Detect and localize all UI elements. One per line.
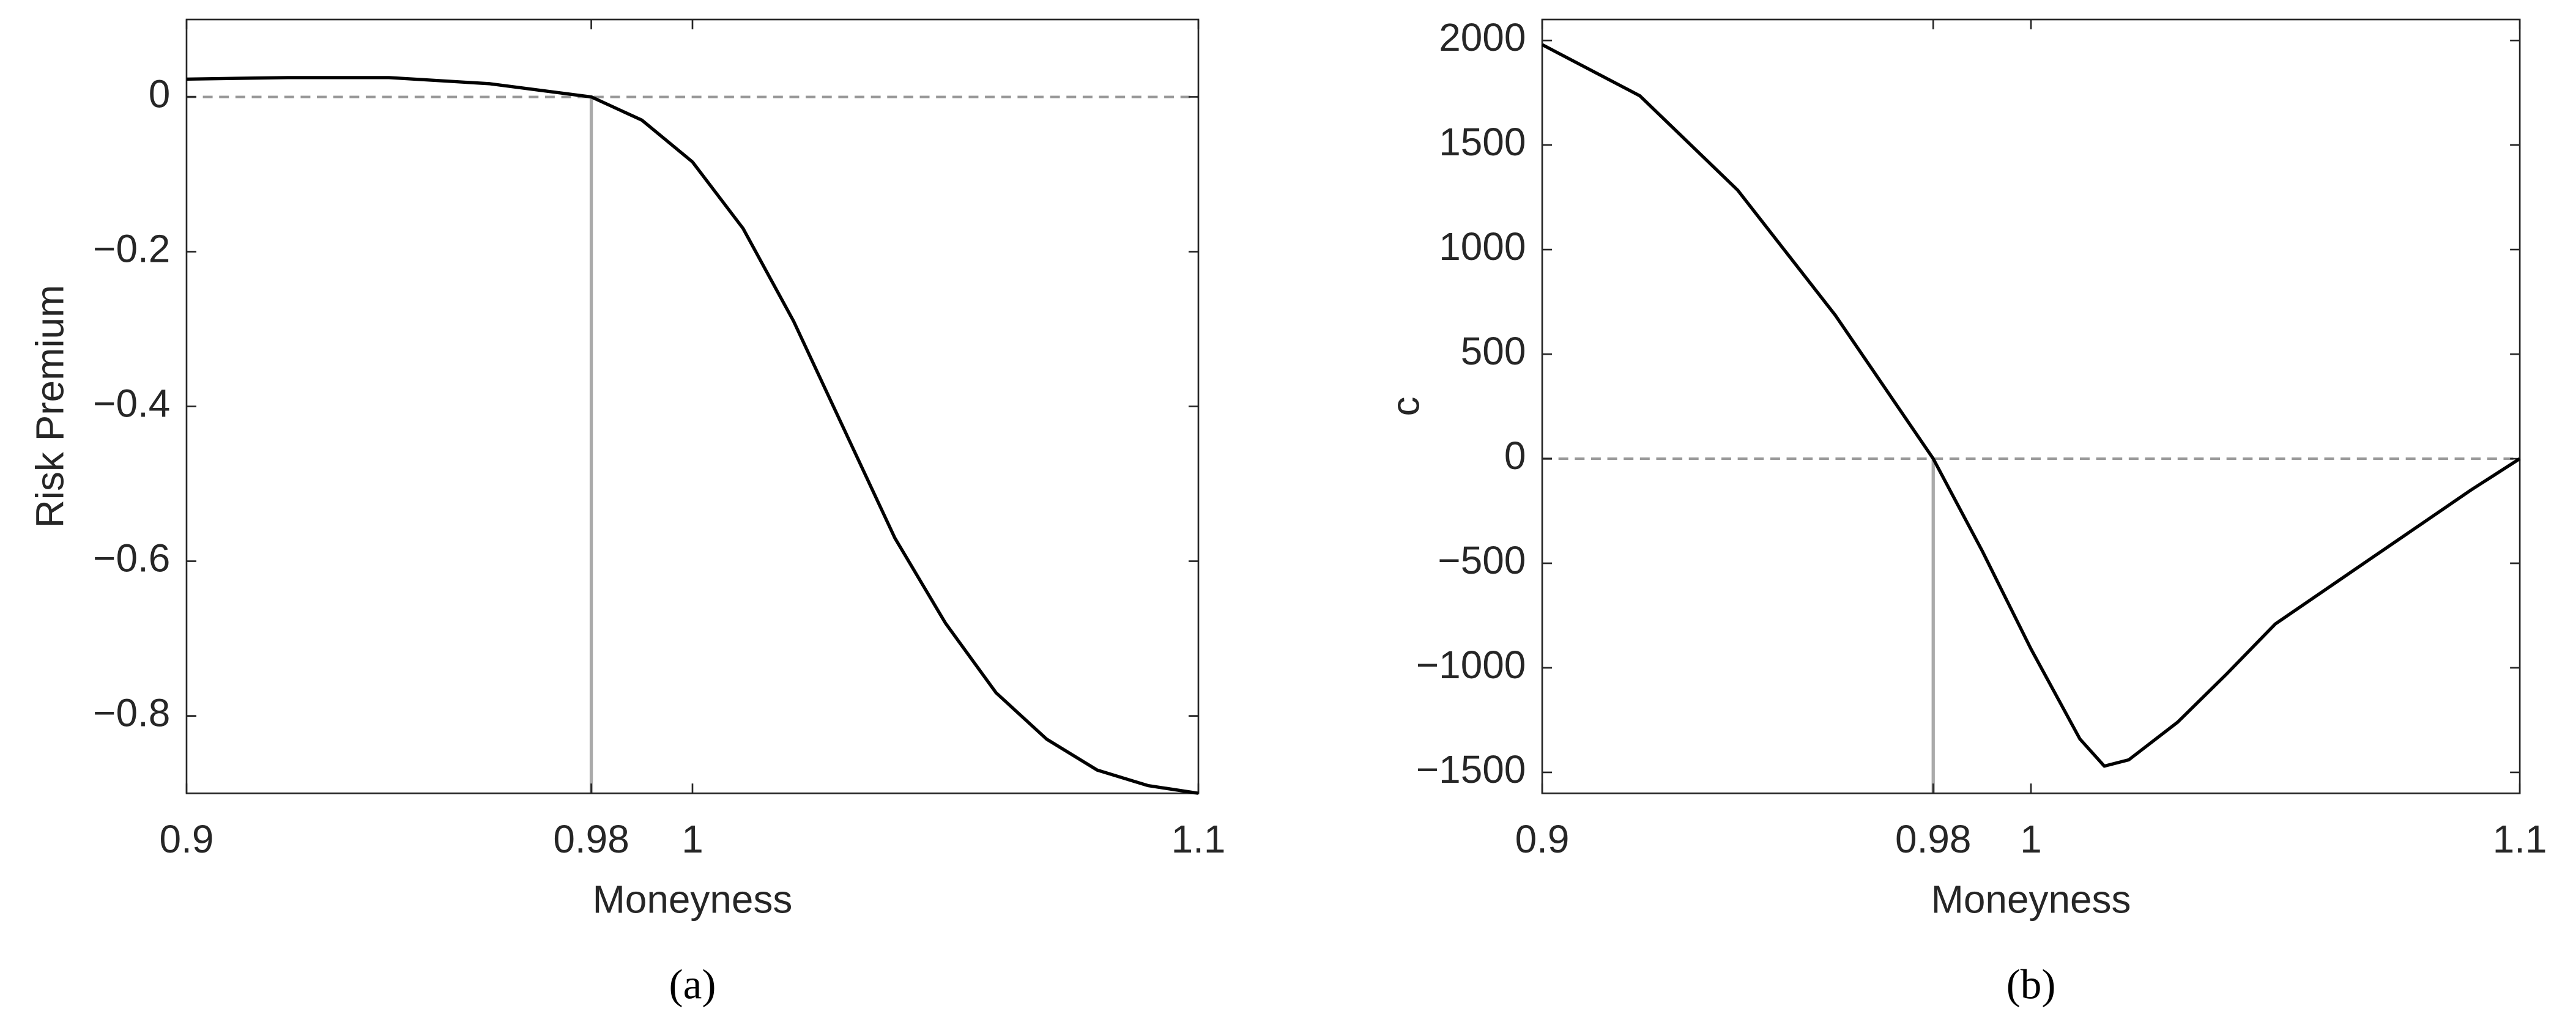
y-tick-label: −1000 bbox=[1416, 643, 1526, 687]
x-tick-label: 0.98 bbox=[553, 817, 629, 861]
data-line bbox=[186, 76, 1199, 795]
y-tick-label: −500 bbox=[1438, 538, 1526, 582]
x-tick-label: 0.9 bbox=[1515, 817, 1570, 861]
x-axis-label: Moneyness bbox=[593, 877, 793, 921]
y-tick-label: −0.4 bbox=[93, 381, 170, 425]
y-tick-label: 0 bbox=[149, 72, 171, 116]
axes-box bbox=[185, 18, 1200, 794]
y-tick-label: −0.6 bbox=[93, 536, 170, 580]
y-tick-label: −0.8 bbox=[93, 691, 170, 735]
axes-box bbox=[1541, 18, 2521, 794]
y-tick-label: 1500 bbox=[1439, 120, 1526, 164]
x-tick-label: 0.98 bbox=[1895, 817, 1971, 861]
y-tick-label: −0.2 bbox=[93, 226, 170, 270]
y-tick-label: 500 bbox=[1461, 329, 1526, 373]
data-line bbox=[1541, 43, 2521, 768]
x-tick-label: 1 bbox=[681, 817, 703, 861]
y-tick-label: 2000 bbox=[1439, 15, 1526, 59]
y-tick-label: 0 bbox=[1504, 434, 1526, 478]
caption: (b) bbox=[2006, 961, 2056, 1008]
y-tick-label: −1500 bbox=[1416, 747, 1526, 791]
caption: (a) bbox=[669, 961, 716, 1008]
y-axis-label: Risk Premium bbox=[28, 285, 72, 528]
x-tick-label: 1.1 bbox=[2493, 817, 2547, 861]
x-tick-label: 1.1 bbox=[1171, 817, 1226, 861]
y-axis-label: c bbox=[1383, 397, 1427, 416]
x-tick-label: 0.9 bbox=[160, 817, 214, 861]
x-axis-label: Moneyness bbox=[1931, 877, 2131, 921]
x-tick-label: 1 bbox=[2020, 817, 2042, 861]
y-tick-label: 1000 bbox=[1439, 224, 1526, 268]
